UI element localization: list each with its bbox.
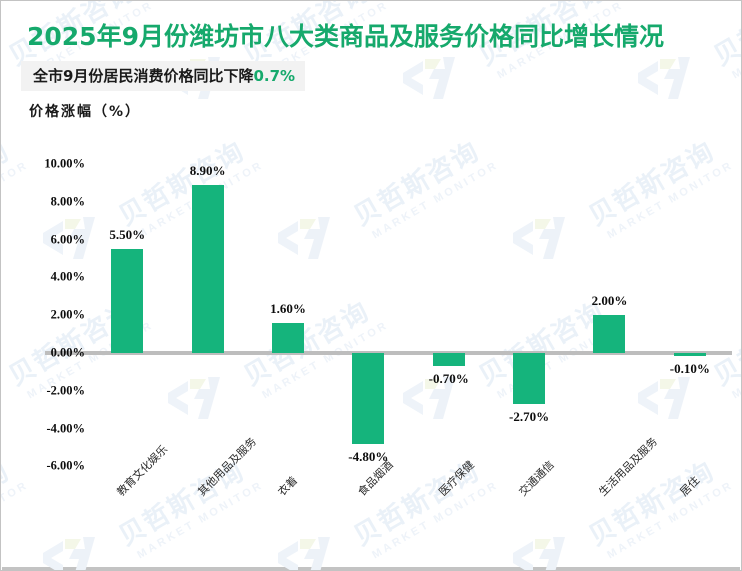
bar[interactable] — [432, 353, 465, 367]
bar-value-label: 5.50% — [109, 227, 146, 243]
subtitle-banner: 全市9月份居民消费价格同比下降0.7% — [21, 61, 306, 91]
y-axis-tick-label: 10.00% — [44, 156, 85, 171]
page-title: 2025年9月份潍坊市八大类商品及服务价格同比增长情况 — [27, 22, 664, 51]
bar[interactable] — [673, 353, 706, 356]
bottom-divider — [2, 567, 740, 570]
y-axis-tick-label: 4.00% — [50, 269, 85, 284]
bar[interactable] — [513, 353, 546, 405]
x-axis-tick-label: 衣着 — [275, 473, 301, 499]
y-axis-tick-label: 8.00% — [50, 194, 85, 209]
x-axis-tick-label: 教育文化娱乐 — [114, 442, 171, 499]
bar-value-label: 2.00% — [591, 293, 628, 309]
bar-value-label: 8.90% — [189, 162, 226, 178]
zero-baseline — [45, 351, 732, 355]
y-axis-tick-label: 0.00% — [50, 345, 85, 360]
y-axis-tick-label: -4.00% — [46, 421, 85, 436]
y-axis-tick-label: -2.00% — [46, 383, 85, 398]
bar[interactable] — [191, 184, 224, 353]
bar-value-label: -0.10% — [669, 360, 710, 376]
bar-value-label: 1.60% — [270, 300, 306, 316]
bar[interactable] — [111, 249, 144, 353]
x-axis-tick-label: 居住 — [677, 473, 702, 499]
x-axis-tick-label: 生活用品及服务 — [596, 434, 661, 499]
bar[interactable] — [352, 353, 385, 444]
y-axis-tick-label: 6.00% — [50, 232, 85, 247]
y-axis-tick-label: -6.00% — [46, 458, 85, 473]
bar[interactable] — [593, 315, 626, 353]
bar-value-label: -4.80% — [348, 448, 389, 464]
bar[interactable] — [271, 322, 304, 353]
subtitle-text: 全市9月份居民消费价格同比下降 — [33, 67, 254, 85]
bar-value-label: -0.70% — [428, 371, 469, 387]
y-axis-tick-label: 2.00% — [50, 307, 85, 322]
x-axis-tick-label: 其他用品及服务 — [194, 434, 259, 499]
y-axis-unit-label: 价格涨幅（%） — [29, 104, 142, 120]
subtitle-highlight-value: 0.7% — [253, 67, 296, 85]
x-axis-tick-label: 交通通信 — [516, 458, 557, 499]
bar-value-label: -2.70% — [509, 409, 550, 425]
x-axis-tick-label: 医疗保健 — [436, 458, 477, 499]
